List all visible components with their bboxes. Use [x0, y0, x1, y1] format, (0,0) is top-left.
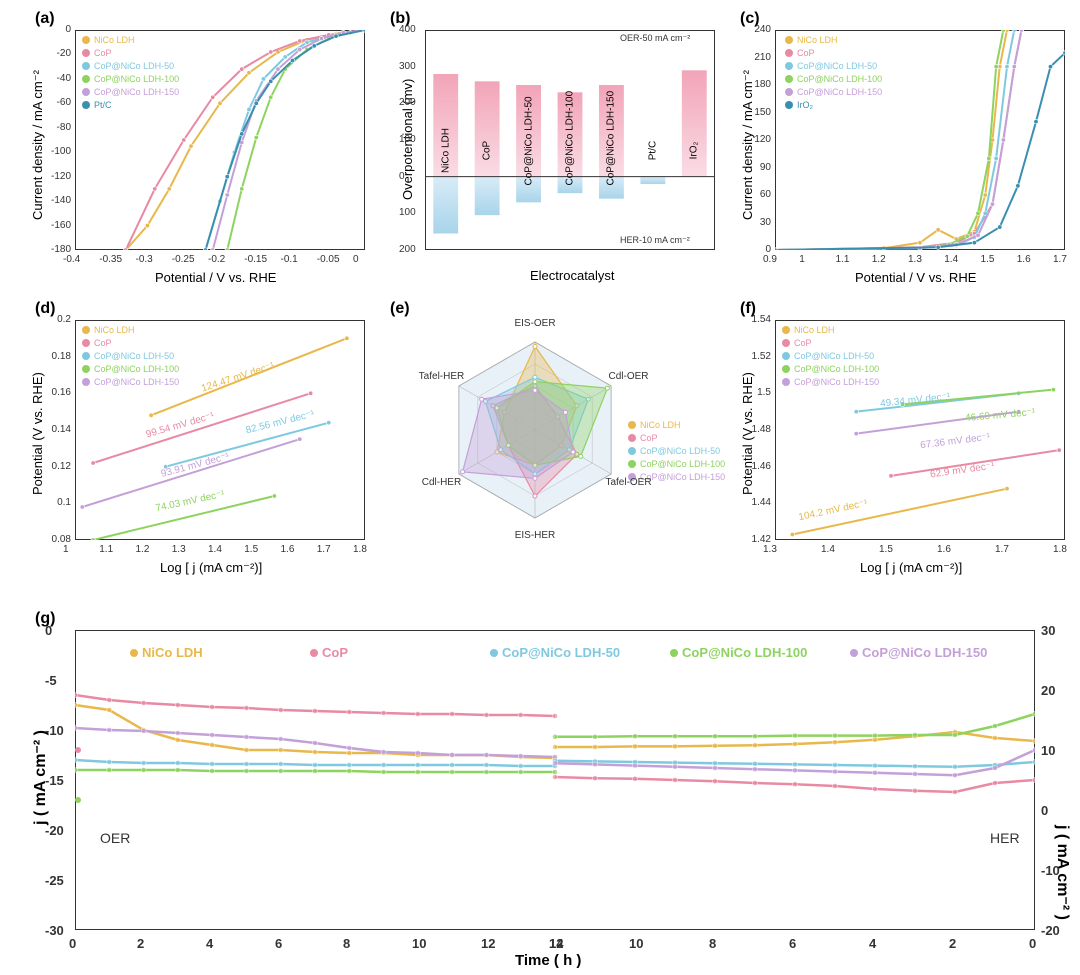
legend-item: CoP@NiCo LDH-150 [850, 645, 987, 660]
legend-item: CoP [310, 645, 348, 660]
legend-item: CoP@NiCo LDH-100 [670, 645, 807, 660]
chart-g-her-label: HER [990, 830, 1020, 846]
legend-item: IrO₂ [785, 100, 813, 110]
legend-item: CoP [785, 48, 815, 58]
legend-item: CoP@NiCo LDH-50 [782, 351, 874, 361]
chart-c-xlabel: Potential / V vs. RHE [855, 270, 976, 285]
chart-e-svg [0, 0, 720, 580]
legend-item: CoP@NiCo LDH-100 [785, 74, 882, 84]
chart-g-svg [75, 630, 1035, 930]
legend-item: NiCo LDH [782, 325, 835, 335]
legend-item: CoP@NiCo LDH-50 [785, 61, 877, 71]
legend-item: NiCo LDH [628, 420, 681, 430]
chart-g-oer-label: OER [100, 830, 130, 846]
legend-item: CoP@NiCo LDH-100 [782, 364, 879, 374]
legend-item: CoP@NiCo LDH-50 [628, 446, 720, 456]
chart-g-xlabel: Time ( h ) [515, 952, 581, 969]
legend-item: CoP@NiCo LDH-100 [628, 459, 725, 469]
legend-item: NiCo LDH [130, 645, 203, 660]
legend-item: NiCo LDH [785, 35, 838, 45]
legend-item: CoP@NiCo LDH-50 [490, 645, 620, 660]
legend-item: CoP@NiCo LDH-150 [782, 377, 879, 387]
legend-item: CoP@NiCo LDH-150 [785, 87, 882, 97]
legend-item: CoP [782, 338, 812, 348]
legend-item: CoP [628, 433, 658, 443]
chart-f-xlabel: Log [ j (mA cm⁻²)] [860, 560, 962, 576]
